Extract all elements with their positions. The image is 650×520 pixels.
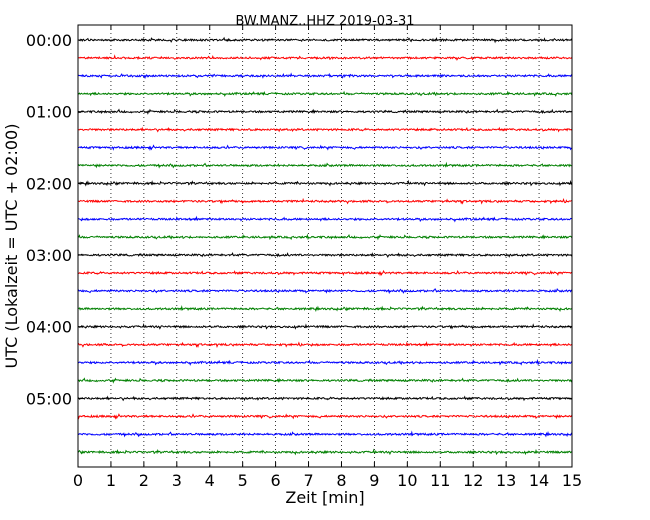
y-tick-label: 00:00 <box>26 31 72 50</box>
y-axis-ticks: 00:00 01:00 02:00 03:00 04:00 05:00 <box>26 31 572 408</box>
x-axis-ticks: 0 1 2 3 4 5 6 7 8 9 10 11 12 13 14 15 <box>73 25 582 490</box>
x-tick-label: 7 <box>303 471 313 490</box>
trace-line <box>77 413 573 420</box>
x-axis-label: Zeit [min] <box>285 488 364 507</box>
x-tick-label: 0 <box>73 471 83 490</box>
vertical-grid <box>110 25 540 467</box>
trace-line <box>77 179 573 187</box>
trace-line <box>77 90 573 98</box>
x-tick-label: 11 <box>430 471 450 490</box>
x-tick-label: 12 <box>463 471 483 490</box>
x-tick-label: 13 <box>496 471 516 490</box>
trace-line <box>77 233 573 241</box>
x-tick-label: 3 <box>172 471 182 490</box>
x-tick-label: 2 <box>139 471 149 490</box>
x-tick-label: 8 <box>336 471 346 490</box>
x-tick-label: 6 <box>271 471 281 490</box>
trace-line <box>77 161 573 169</box>
trace-line <box>77 269 573 277</box>
y-axis-label: UTC (Lokalzeit = UTC + 02:00) <box>2 124 21 369</box>
trace-line <box>77 126 573 133</box>
y-tick-label: 04:00 <box>26 318 72 337</box>
trace-line <box>77 377 573 384</box>
y-tick-label: 02:00 <box>26 174 72 193</box>
x-tick-label: 15 <box>562 471 582 490</box>
x-tick-label: 9 <box>369 471 379 490</box>
trace-line <box>77 448 573 456</box>
trace-lines <box>77 36 573 456</box>
plot-frame <box>77 24 573 468</box>
trace-line <box>77 358 573 366</box>
y-tick-label: 05:00 <box>26 389 72 408</box>
trace-line <box>77 252 573 258</box>
y-tick-label: 03:00 <box>26 246 72 265</box>
x-tick-label: 14 <box>529 471 549 490</box>
x-tick-label: 10 <box>397 471 417 490</box>
trace-line <box>77 36 573 44</box>
trace-line <box>77 144 573 151</box>
x-tick-label: 1 <box>106 471 116 490</box>
trace-line <box>77 54 573 61</box>
trace-line <box>77 341 573 349</box>
trace-line <box>77 215 573 223</box>
trace-line <box>77 72 573 80</box>
trace-line <box>77 323 573 330</box>
chart-title: BW.MANZ..HHZ 2019-03-31 <box>235 14 414 29</box>
trace-line <box>77 287 573 295</box>
y-tick-label: 01:00 <box>26 103 72 122</box>
trace-line <box>77 395 573 402</box>
trace-line <box>77 197 573 205</box>
x-tick-label: 4 <box>205 471 215 490</box>
x-tick-label: 5 <box>238 471 248 490</box>
trace-line <box>77 430 573 438</box>
trace-line <box>77 108 573 115</box>
trace-line <box>77 304 573 313</box>
